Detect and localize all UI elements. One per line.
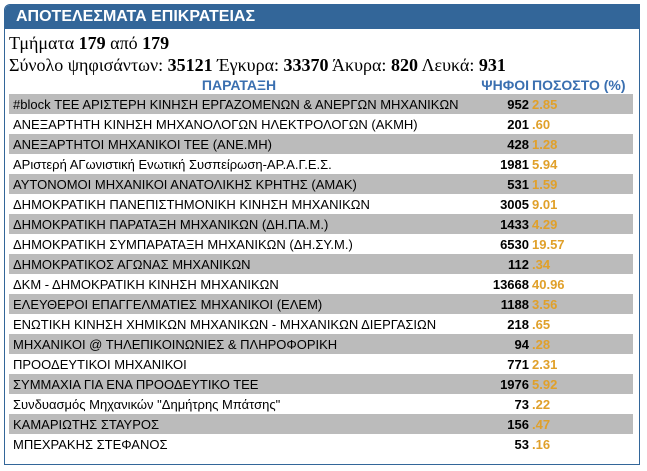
- party-percent: 1.59: [532, 174, 633, 194]
- votes-summary: Σύνολο ψηφισάντων: 35121 Έγκυρα: 33370 Ά…: [5, 54, 639, 76]
- table-row: ΔΗΜΟΚΡΑΤΙΚΗ ΠΑΝΕΠΙΣΤΗΜΟΝΙΚΗ ΚΙΝΗΣΗ ΜΗΧΑΝ…: [9, 194, 633, 214]
- sections-total: 179: [142, 33, 170, 53]
- column-header-name: ΠΑΡΑΤΑΞΗ: [201, 77, 277, 93]
- party-name: ΑΡιστερή ΑΓωνιστική Ενωτική Συσπείρωση-Α…: [13, 156, 332, 172]
- party-votes: 218: [507, 316, 529, 332]
- party-name: ΑΝΕΞΑΡΤΗΤΟΙ ΜΗΧΑΝΙΚΟΙ ΤΕΕ (ΑΝΕ.ΜΗ): [9, 134, 469, 154]
- party-votes: 112: [469, 254, 532, 274]
- table-row: #block ΤΕΕ ΑΡΙΣΤΕΡΗ ΚΙΝΗΣΗ ΕΡΓΑΖΟΜΕΝΩΝ &…: [9, 94, 633, 114]
- table-row: ΑΝΕΞΑΡΤΗΤΟΙ ΜΗΧΑΝΙΚΟΙ ΤΕΕ (ΑΝΕ.ΜΗ) 428 1.2…: [9, 134, 633, 154]
- party-votes: 3005: [500, 196, 529, 212]
- party-votes: 1981: [500, 156, 529, 172]
- table-row: ΜΗΧΑΝΙΚΟΙ @ ΤΗΛΕΠΙΚΟΙΝΩΝΙΕΣ & ΠΛΗΡΟΦΟΡΙΚ…: [9, 334, 633, 354]
- table-row: ΕΛΕΥΘΕΡΟΙ ΕΠΑΓΓΕΛΜΑΤΙΕΣ ΜΗΧΑΝΙΚΟΙ (ΕΛΕΜ)…: [9, 294, 633, 314]
- column-header-pct: ΠΟΣΟΣΤΟ (%): [532, 77, 626, 93]
- party-name: ΑΝΕΞΑΡΤΗΤΗ ΚΙΝΗΣΗ ΜΗΧΑΝΟΛΟΓΩΝ ΗΛΕΚΤΡΟΛΟΓ…: [13, 116, 418, 132]
- panel-title: ΑΠΟΤΕΛΕΣΜΑΤΑ ΕΠΙΚΡΑΤΕΙΑΣ: [5, 5, 639, 29]
- table-row: ΔΗΜΟΚΡΑΤΙΚΗ ΣΥΜΠΑΡΑΤΑΞΗ ΜΗΧΑΝΙΚΩΝ (ΔΗ.ΣΥ…: [9, 234, 633, 254]
- party-name: ΚΑΜΑΡΙΩΤΗΣ ΣΤΑΥΡΟΣ: [9, 414, 469, 434]
- table-row: ΚΑΜΑΡΙΩΤΗΣ ΣΤΑΥΡΟΣ 156.47: [9, 414, 633, 434]
- party-percent: 4.29: [532, 214, 633, 234]
- party-percent: .34: [532, 254, 633, 274]
- voters-label: Σύνολο ψηφισάντων:: [9, 55, 164, 75]
- party-percent: .22: [532, 396, 551, 412]
- party-percent: 2.85: [532, 94, 633, 114]
- table-row: ΑΡιστερή ΑΓωνιστική Ενωτική Συσπείρωση-Α…: [9, 154, 633, 174]
- party-votes: 6530: [500, 236, 529, 252]
- table-row: ΑΝΕΞΑΡΤΗΤΗ ΚΙΝΗΣΗ ΜΗΧΑΝΟΛΟΓΩΝ ΗΛΕΚΤΡΟΛΟΓ…: [9, 114, 633, 134]
- party-name: ΔΗΜΟΚΡΑΤΙΚΗ ΣΥΜΠΑΡΑΤΑΞΗ ΜΗΧΑΝΙΚΩΝ (ΔΗ.ΣΥ…: [13, 236, 353, 252]
- party-name: ΜΗΧΑΝΙΚΟΙ @ ΤΗΛΕΠΙΚΟΙΝΩΝΙΕΣ & ΠΛΗΡΟΦΟΡΙΚ…: [9, 334, 469, 354]
- table-row: ΣΥΜΜΑΧΙΑ ΓΙΑ ΕΝΑ ΠΡΟΟΔΕΥΤΙΚΟ ΤΕΕ 1976 5.92: [9, 374, 633, 394]
- party-votes: 531: [469, 174, 532, 194]
- invalid-value: 820: [390, 55, 418, 75]
- party-votes: 13668: [492, 276, 529, 292]
- party-name: ΜΠΕΧΡΑΚΗΣ ΣΤΕΦΑΝΟΣ: [13, 436, 168, 452]
- table-header: ΠΑΡΑΤΑΞΗ ΨΗΦΟΙ ΠΟΣΟΣΤΟ (%): [9, 76, 633, 94]
- party-votes: 94: [469, 334, 532, 354]
- party-percent: .60: [532, 116, 551, 132]
- party-votes: 428: [469, 134, 532, 154]
- valid-label: Έγκυρα:: [217, 55, 280, 75]
- party-percent: .16: [532, 436, 551, 452]
- invalid-label: Άκυρα:: [332, 55, 387, 75]
- blank-value: 931: [478, 55, 506, 75]
- table-row: ΔΚΜ - ΔΗΜΟΚΡΑΤΙΚΗ ΚΙΝΗΣΗ ΜΗΧΑΝΙΚΩΝ 13668 4…: [9, 274, 633, 294]
- party-votes: 201: [507, 116, 529, 132]
- party-votes: 1433: [469, 214, 532, 234]
- party-percent: .47: [532, 414, 633, 434]
- party-votes: 771: [507, 356, 529, 372]
- party-percent: 40.96: [532, 276, 565, 292]
- party-name: #block ΤΕΕ ΑΡΙΣΤΕΡΗ ΚΙΝΗΣΗ ΕΡΓΑΖΟΜΕΝΩΝ &…: [9, 94, 469, 114]
- sections-label: Τμήματα: [9, 33, 75, 53]
- table-row: ΑΥΤΟΝΟΜΟΙ ΜΗΧΑΝΙΚΟΙ ΑΝΑΤΟΛΙΚΗΣ ΚΡΗΤΗΣ (Α…: [9, 174, 633, 194]
- party-name: ΔΗΜΟΚΡΑΤΙΚΗ ΠΑΝΕΠΙΣΤΗΜΟΝΙΚΗ ΚΙΝΗΣΗ ΜΗΧΑΝ…: [13, 196, 370, 212]
- party-percent: .65: [532, 316, 551, 332]
- party-name: ΑΥΤΟΝΟΜΟΙ ΜΗΧΑΝΙΚΟΙ ΑΝΑΤΟΛΙΚΗΣ ΚΡΗΤΗΣ (Α…: [9, 174, 469, 194]
- party-name: Συνδυασμός Μηχανικών "Δημήτρης Μπάτσης": [13, 396, 281, 412]
- party-percent: 5.92: [532, 374, 633, 394]
- table-row: Συνδυασμός Μηχανικών "Δημήτρης Μπάτσης" 7…: [9, 394, 633, 414]
- table-row: ΔΗΜΟΚΡΑΤΙΚΗ ΠΑΡΑΤΑΞΗ ΜΗΧΑΝΙΚΩΝ (ΔΗ.ΠΑ.Μ.…: [9, 214, 633, 234]
- sections-summary: Τμήματα 179 από 179: [5, 32, 639, 54]
- party-name: ΔΚΜ - ΔΗΜΟΚΡΑΤΙΚΗ ΚΙΝΗΣΗ ΜΗΧΑΝΙΚΩΝ: [13, 276, 279, 292]
- party-name: ΔΗΜΟΚΡΑΤΙΚΗ ΠΑΡΑΤΑΞΗ ΜΗΧΑΝΙΚΩΝ (ΔΗ.ΠΑ.Μ.…: [9, 214, 469, 234]
- party-name: ΕΝΩΤΙΚΗ ΚΙΝΗΣΗ ΧΗΜΙΚΩΝ ΜΗΧΑΝΙΚΩΝ - ΜΗΧΑΝ…: [13, 316, 437, 332]
- party-percent: 19.57: [532, 236, 565, 252]
- party-percent: 2.31: [532, 356, 558, 372]
- results-table: ΠΑΡΑΤΑΞΗ ΨΗΦΟΙ ΠΟΣΟΣΤΟ (%) #block ΤΕΕ ΑΡ…: [9, 76, 633, 454]
- party-percent: 9.01: [532, 196, 558, 212]
- of-label: από: [110, 33, 138, 53]
- party-votes: 53: [514, 436, 529, 452]
- sections-done: 179: [78, 33, 106, 53]
- party-votes: 952: [469, 94, 532, 114]
- table-row: ΠΡΟΟΔΕΥΤΙΚΟΙ ΜΗΧΑΝΙΚΟΙ 771 2.31: [9, 354, 633, 374]
- party-name: ΣΥΜΜΑΧΙΑ ΓΙΑ ΕΝΑ ΠΡΟΟΔΕΥΤΙΚΟ ΤΕΕ: [9, 374, 469, 394]
- party-percent: .28: [532, 334, 633, 354]
- valid-value: 33370: [283, 55, 329, 75]
- party-votes: 156: [469, 414, 532, 434]
- party-name: ΔΗΜΟΚΡΑΤΙΚΟΣ ΑΓΩΝΑΣ ΜΗΧΑΝΙΚΩΝ: [9, 254, 469, 274]
- table-row: ΔΗΜΟΚΡΑΤΙΚΟΣ ΑΓΩΝΑΣ ΜΗΧΑΝΙΚΩΝ 112.34: [9, 254, 633, 274]
- party-votes: 73: [514, 396, 529, 412]
- results-panel: ΑΠΟΤΕΛΕΣΜΑΤΑ ΕΠΙΚΡΑΤΕΙΑΣ Τμήματα 179 από…: [4, 4, 640, 465]
- party-name: ΠΡΟΟΔΕΥΤΙΚΟΙ ΜΗΧΑΝΙΚΟΙ: [13, 356, 187, 372]
- table-row: ΕΝΩΤΙΚΗ ΚΙΝΗΣΗ ΧΗΜΙΚΩΝ ΜΗΧΑΝΙΚΩΝ - ΜΗΧΑΝ…: [9, 314, 633, 334]
- voters-value: 35121: [167, 55, 213, 75]
- table-row: ΜΠΕΧΡΑΚΗΣ ΣΤΕΦΑΝΟΣ 53.16: [9, 434, 633, 454]
- party-votes: 1976: [469, 374, 532, 394]
- party-votes: 1188: [469, 294, 532, 314]
- party-name: ΕΛΕΥΘΕΡΟΙ ΕΠΑΓΓΕΛΜΑΤΙΕΣ ΜΗΧΑΝΙΚΟΙ (ΕΛΕΜ): [9, 294, 469, 314]
- party-percent: 3.56: [532, 294, 633, 314]
- column-header-votes: ΨΗΦΟΙ: [481, 77, 529, 93]
- party-percent: 1.28: [532, 134, 633, 154]
- blank-label: Λευκά:: [421, 55, 475, 75]
- party-percent: 5.94: [532, 156, 558, 172]
